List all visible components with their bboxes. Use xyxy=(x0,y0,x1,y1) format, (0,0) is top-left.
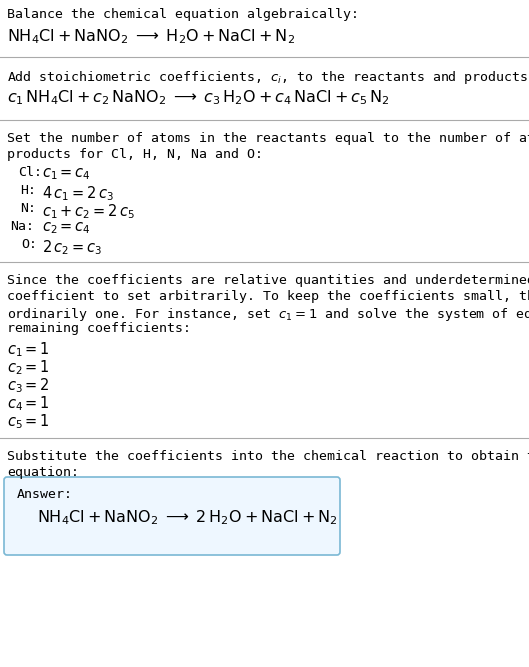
Text: $c_2 = 1$: $c_2 = 1$ xyxy=(7,358,50,377)
Text: $\mathregular{NH_4Cl + NaNO_2 \;\longrightarrow\; 2\,H_2O + NaCl + N_2}$: $\mathregular{NH_4Cl + NaNO_2 \;\longrig… xyxy=(37,508,338,527)
Text: $c_2 = c_4$: $c_2 = c_4$ xyxy=(42,220,91,235)
Text: N:: N: xyxy=(20,202,36,215)
Text: $c_3 = 2$: $c_3 = 2$ xyxy=(7,376,50,395)
Text: Substitute the coefficients into the chemical reaction to obtain the balanced: Substitute the coefficients into the che… xyxy=(7,450,529,463)
Text: $c_4 = 1$: $c_4 = 1$ xyxy=(7,394,50,413)
Text: $c_1 + c_2 = 2\,c_5$: $c_1 + c_2 = 2\,c_5$ xyxy=(42,202,135,221)
Text: $c_1\,\mathregular{NH_4Cl} + c_2\,\mathregular{NaNO_2} \;\longrightarrow\; c_3\,: $c_1\,\mathregular{NH_4Cl} + c_2\,\mathr… xyxy=(7,88,390,107)
Text: H:: H: xyxy=(20,184,36,197)
Text: $c_1 = 1$: $c_1 = 1$ xyxy=(7,340,50,359)
Text: remaining coefficients:: remaining coefficients: xyxy=(7,322,191,335)
Text: ordinarily one. For instance, set $c_1 = 1$ and solve the system of equations fo: ordinarily one. For instance, set $c_1 =… xyxy=(7,306,529,323)
Text: Set the number of atoms in the reactants equal to the number of atoms in the: Set the number of atoms in the reactants… xyxy=(7,132,529,145)
Text: equation:: equation: xyxy=(7,466,79,479)
Text: $4\,c_1 = 2\,c_3$: $4\,c_1 = 2\,c_3$ xyxy=(42,184,114,203)
Text: O:: O: xyxy=(21,238,37,251)
Text: $c_1 = c_4$: $c_1 = c_4$ xyxy=(42,166,91,181)
Text: Cl:: Cl: xyxy=(18,166,42,179)
Text: Answer:: Answer: xyxy=(17,488,73,501)
Text: Add stoichiometric coefficients, $\mathit{c_i}$, to the reactants and products:: Add stoichiometric coefficients, $\mathi… xyxy=(7,69,529,86)
Text: $c_5 = 1$: $c_5 = 1$ xyxy=(7,412,50,431)
Text: $\mathregular{NH_4Cl + NaNO_2 \;\longrightarrow\; H_2O + NaCl + N_2}$: $\mathregular{NH_4Cl + NaNO_2 \;\longrig… xyxy=(7,27,295,46)
Text: coefficient to set arbitrarily. To keep the coefficients small, the arbitrary va: coefficient to set arbitrarily. To keep … xyxy=(7,290,529,303)
Text: products for Cl, H, N, Na and O:: products for Cl, H, N, Na and O: xyxy=(7,148,263,161)
Text: $2\,c_2 = c_3$: $2\,c_2 = c_3$ xyxy=(42,238,102,257)
Text: Na:: Na: xyxy=(10,220,34,233)
Text: Balance the chemical equation algebraically:: Balance the chemical equation algebraica… xyxy=(7,8,359,21)
Text: Since the coefficients are relative quantities and underdetermined, choose a: Since the coefficients are relative quan… xyxy=(7,274,529,287)
FancyBboxPatch shape xyxy=(4,477,340,555)
